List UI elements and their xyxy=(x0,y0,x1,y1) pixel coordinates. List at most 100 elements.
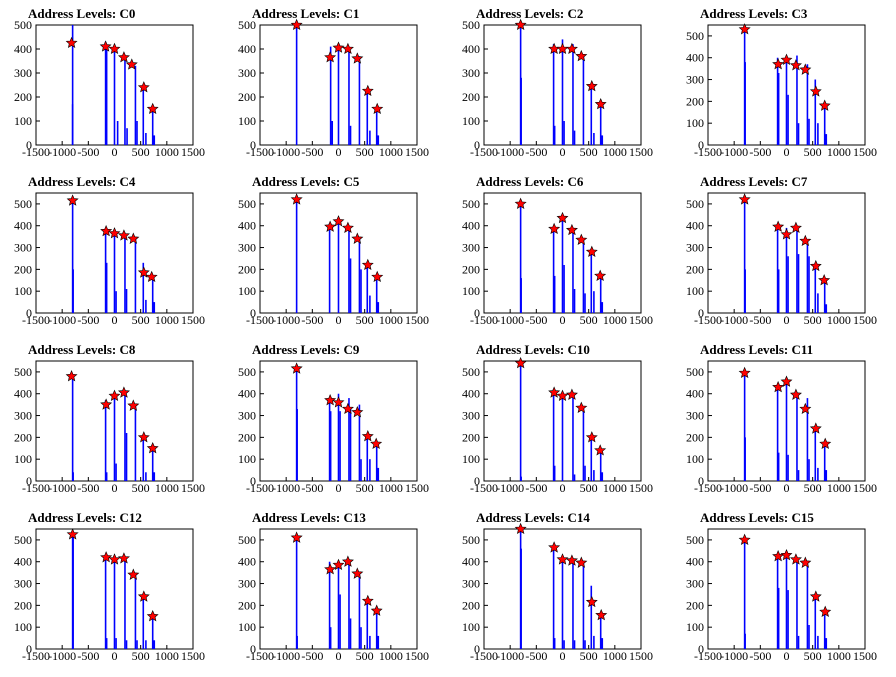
y-tick-label: 400 xyxy=(686,51,704,65)
star-marker xyxy=(332,558,345,571)
panel-title: Address Levels: C0 xyxy=(28,6,135,21)
x-tick-label: 1000 xyxy=(603,481,627,495)
x-tick-label: 1500 xyxy=(853,481,877,495)
x-tick-label: 500 xyxy=(580,145,598,159)
x-tick-label: 1000 xyxy=(827,145,851,159)
x-tick-label: 1000 xyxy=(379,145,403,159)
y-tick-label: 200 xyxy=(462,262,480,276)
y-tick-label: 300 xyxy=(14,409,32,423)
star-marker xyxy=(809,259,822,272)
star-marker xyxy=(66,528,79,540)
star-marker xyxy=(324,220,337,232)
star-marker xyxy=(575,556,588,568)
y-tick-label: 200 xyxy=(462,598,480,612)
y-tick-label: 300 xyxy=(238,241,256,255)
x-tick-label: -1500 xyxy=(694,145,722,159)
y-tick-label: 500 xyxy=(462,197,480,211)
x-tick-label: 0 xyxy=(112,145,118,159)
x-tick-label: 0 xyxy=(560,145,566,159)
x-tick-label: 0 xyxy=(336,313,342,327)
y-tick-label: 100 xyxy=(238,452,256,466)
y-tick-label: 100 xyxy=(14,620,32,634)
x-tick-label: 0 xyxy=(784,313,790,327)
y-tick-label: 300 xyxy=(686,577,704,591)
y-tick-label: 0 xyxy=(250,306,256,320)
y-tick-label: 0 xyxy=(250,138,256,152)
y-tick-label: 300 xyxy=(462,241,480,255)
y-tick-label: 300 xyxy=(14,241,32,255)
y-tick-label: 200 xyxy=(238,430,256,444)
x-tick-label: 0 xyxy=(336,145,342,159)
y-tick-label: 0 xyxy=(250,642,256,656)
y-tick-label: 400 xyxy=(14,219,32,233)
x-tick-label: 1500 xyxy=(853,313,877,327)
x-tick-label: 1500 xyxy=(181,649,205,663)
panel-title: Address Levels: C7 xyxy=(700,174,808,189)
x-tick-label: -500 xyxy=(77,145,99,159)
star-marker xyxy=(137,431,150,443)
x-tick-label: -1000 xyxy=(272,313,300,327)
x-tick-label: -1000 xyxy=(48,145,76,159)
x-tick-label: -500 xyxy=(525,649,547,663)
star-marker xyxy=(341,42,354,55)
x-tick-label: 1000 xyxy=(379,649,403,663)
star-marker xyxy=(108,227,121,239)
x-tick-label: 1500 xyxy=(405,145,429,159)
star-marker xyxy=(125,58,138,70)
panel-c14: Address Levels: C14 0 100 200 300 400 500 -1500… xyxy=(462,510,653,663)
star-marker xyxy=(548,222,561,235)
y-tick-label: 0 xyxy=(698,642,704,656)
x-tick-label: 1000 xyxy=(827,481,851,495)
panel-c15: Address Levels: C15 0 100 200 300 400 500 -1500… xyxy=(686,510,877,663)
y-tick-label: 400 xyxy=(462,387,480,401)
y-tick-label: 500 xyxy=(14,18,32,32)
panel-c2: Address Levels: C20100200300400500-1500-… xyxy=(462,6,653,159)
panel-c11: Address Levels: C11 0 100 200 300 400 500 -1500… xyxy=(686,342,877,495)
y-tick-label: 300 xyxy=(462,409,480,423)
star-marker xyxy=(361,430,374,442)
y-tick-label: 100 xyxy=(462,114,480,128)
star-marker xyxy=(127,232,140,244)
x-tick-label: 0 xyxy=(784,481,790,495)
y-tick-label: 200 xyxy=(462,430,480,444)
x-tick-label: -1500 xyxy=(470,313,498,327)
y-tick-label: 500 xyxy=(14,197,32,211)
x-tick-label: -1500 xyxy=(22,313,50,327)
y-tick-label: 100 xyxy=(686,452,704,466)
star-marker xyxy=(290,193,303,205)
star-marker xyxy=(108,389,121,402)
star-marker xyxy=(819,605,832,618)
star-marker xyxy=(585,431,598,443)
panel-c3: Address Levels: C30100200300400500-1500-… xyxy=(686,6,877,159)
x-tick-label: 1500 xyxy=(629,145,653,159)
x-tick-label: 1000 xyxy=(603,145,627,159)
x-tick-label: -500 xyxy=(77,481,99,495)
x-tick-label: -500 xyxy=(749,481,771,495)
panel-c7: Address Levels: C70100200300400500-1500-… xyxy=(686,174,877,327)
star-marker xyxy=(809,422,822,434)
x-tick-label: -1500 xyxy=(470,145,498,159)
star-marker xyxy=(290,18,303,31)
y-tick-label: 400 xyxy=(238,42,256,56)
star-marker xyxy=(324,394,337,406)
y-tick-label: 200 xyxy=(686,598,704,612)
x-tick-label: 1500 xyxy=(405,649,429,663)
star-marker xyxy=(585,79,598,92)
x-tick-label: -500 xyxy=(301,145,323,159)
x-tick-label: 1500 xyxy=(405,313,429,327)
x-tick-label: 1000 xyxy=(155,313,179,327)
star-marker xyxy=(351,232,364,244)
x-tick-label: -500 xyxy=(77,649,99,663)
y-tick-label: 500 xyxy=(238,18,256,32)
star-marker xyxy=(361,258,374,271)
star-marker xyxy=(108,553,121,565)
star-marker xyxy=(556,389,569,402)
star-marker xyxy=(789,553,802,565)
star-marker xyxy=(146,102,159,115)
x-tick-label: -1500 xyxy=(246,649,274,663)
star-marker xyxy=(351,567,364,579)
star-marker xyxy=(66,194,79,206)
x-tick-label: 1000 xyxy=(603,649,627,663)
panel-title: Address Levels: C10 xyxy=(476,342,590,357)
